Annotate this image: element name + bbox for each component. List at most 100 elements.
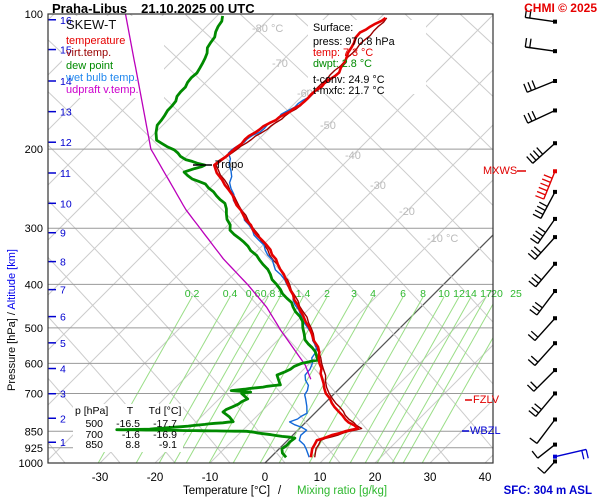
mixing-ratio-line [402,303,493,463]
tropopause-label: Tropo [215,159,244,171]
mixing-ratio-value-label: 20 [491,288,503,300]
table-cell-r2c0: 850 [85,439,103,452]
altitude-tick-label: 10 [60,198,72,210]
dry-adiabat-line [129,14,493,385]
dry-adiabat-line [48,91,396,463]
wind-barb [528,261,557,288]
table-cell-r1c2: -16.9 [153,428,177,441]
mixing-ratio-value-label: 12 [453,288,465,300]
dry-adiabat-line [404,14,493,98]
surface-line-4: t-mxfc: 21.7 °C [313,85,385,97]
mixing-ratio-value-label: 0.6 [246,288,261,300]
temp-tick-label: 0 [262,472,268,484]
wind-barb [529,417,557,444]
plot-border [47,13,494,464]
isotherm-line [99,69,493,463]
x-axis-title-mixing-ratio: Mixing ratio [g/kg] [297,485,388,497]
copyright-notice: CHMI © 2025 [524,1,597,15]
wind-barb [523,108,557,124]
mixing-ratio-line [376,296,472,463]
isotherm-line [154,124,493,463]
isotherm-value-label: -80 °C [252,23,283,35]
surface-info-box: Surface: press: 970.8 hPa temp: 7.3 °C dwp… [313,23,395,97]
dry-adiabat-line [48,315,176,463]
pressure-tick-label: 1000 [19,458,43,470]
dry-adiabat-line [48,199,286,463]
sounding-datetime: 21.10.2025 00 UTC [141,1,255,16]
altitude-tick-label: 6 [60,312,66,324]
y-axis-title-separator: / [6,309,18,319]
isotherm-value-label: -20 [399,206,415,218]
wind-barb [530,216,557,245]
station-elevation: SFC: 304 m ASL [503,485,592,497]
mixing-ratio-line [328,296,424,463]
mixing-ratio-value-label: 1 [277,288,283,300]
temp-tick-label: -20 [147,472,164,484]
wind-barb [531,442,557,459]
surface-line-0: press: 970.8 hPa [313,36,395,48]
mxws-label: MXWS [483,165,518,177]
mixing-ratio-line [232,296,328,463]
isotherm-line [484,454,493,463]
wind-barb [529,289,557,316]
isotherm-line [48,14,330,296]
wind-barb [527,235,557,260]
dry-adiabat-line [184,14,493,323]
altitude-tick-label: 13 [60,107,72,119]
temp-tick-label: 10 [314,472,327,484]
legend-items: temperature virt.temp. dew point wet bulb t… [66,35,139,96]
mixing-ratio-value-label: 0.2 [185,288,200,300]
dry-adiabat-line [48,256,231,463]
temp-tick-label: -30 [92,472,109,484]
mixing-ratio-line [391,296,487,463]
pressure-tick-label: 100 [25,9,43,21]
surface-line-3: t-conv: 24.9 °C [313,74,385,86]
x-axis-title-separator: / [278,485,282,497]
table-cell-r2c1: 8.8 [125,439,140,452]
altitude-tick-label: 2 [60,413,66,425]
isotherm-line [319,289,493,463]
mixing-ratio-line [308,296,404,463]
mixing-ratio-line [421,336,493,463]
curve-dew-point [115,15,320,459]
mixing-ratio-line [173,296,269,463]
legend-box-bg [62,16,164,98]
dry-adiabat-line [239,14,493,264]
isotherm-value-label: -70 [272,58,288,70]
sounding-table-grid: p [hPa] T Td [°C] 500 -16.5 -17.7 700 -1.6 -16.9… [75,406,185,451]
mixing-ratio-value-label: 3 [351,288,357,300]
altitude-tick-label: 5 [60,338,66,350]
pressure-tick-label: 600 [25,358,43,370]
pressure-tick-label: 925 [25,443,43,455]
isotherm-value-label: -10 °C [427,233,458,245]
level-marker-layer [193,164,526,432]
mixing-ratio-value-label: 14 [465,288,477,300]
y-axis-title-pressure: Pressure [hPa] [6,318,18,391]
fzlv-label: FZLV [473,394,500,406]
temp-tick-label: 20 [369,472,382,484]
isotherm-value-label: -50 [320,120,336,132]
mixing-ratio-line [349,296,445,463]
table-cell-r2c2: -9.1 [158,439,177,452]
wind-barb [524,37,557,54]
mixing-ratio-value-label: 8 [420,288,426,300]
altitude-tick-label: 11 [60,168,71,180]
altitude-tick-label: 15 [60,45,72,57]
temp-tick-label: 40 [479,472,492,484]
table-header-1: T [126,405,134,417]
dry-adiabat-line [48,144,341,463]
pressure-tick-label: 300 [25,223,43,235]
surface-line-1: temp: 7.3 °C [313,47,374,59]
x-axis-title-temperature: Temperature [°C] [183,485,271,497]
altitude-tick-label: 16 [60,15,72,27]
y-axis-title-altitude: Altitude [km] [6,249,18,310]
wind-barb [532,189,557,219]
mixing-ratio-value-label: 6 [400,288,406,300]
legend-item-3: wet bulb temp. [66,71,138,84]
pressure-tick-label: 400 [25,279,43,291]
isotherm-value-label: -40 [345,150,361,162]
dry-adiabat-line [48,377,121,463]
isotherm-line [374,344,493,463]
legend-item-1: virt.temp. [66,47,112,60]
altitude-tick-label: 4 [60,364,66,376]
